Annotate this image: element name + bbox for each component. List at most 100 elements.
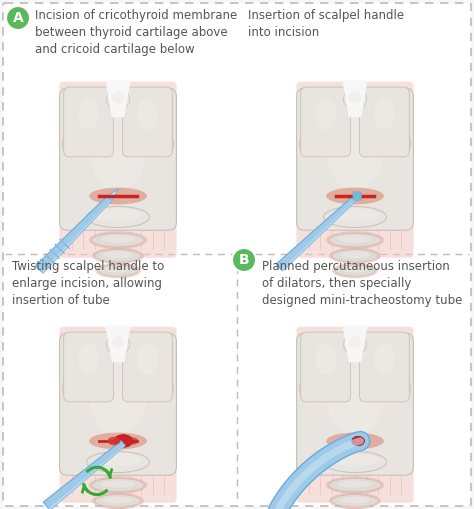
Ellipse shape (349, 336, 361, 349)
Polygon shape (342, 325, 368, 362)
Ellipse shape (338, 235, 372, 243)
FancyBboxPatch shape (64, 87, 113, 157)
Ellipse shape (352, 436, 365, 446)
Ellipse shape (89, 231, 147, 249)
Polygon shape (43, 441, 125, 509)
Ellipse shape (105, 266, 131, 273)
Ellipse shape (92, 233, 144, 247)
Ellipse shape (95, 263, 141, 278)
Ellipse shape (159, 377, 173, 400)
FancyBboxPatch shape (3, 3, 471, 506)
Ellipse shape (323, 207, 386, 228)
Polygon shape (281, 197, 359, 271)
Polygon shape (107, 189, 118, 201)
FancyBboxPatch shape (297, 333, 413, 475)
Polygon shape (276, 194, 359, 271)
FancyBboxPatch shape (301, 87, 350, 157)
Ellipse shape (326, 107, 384, 191)
Ellipse shape (92, 493, 144, 509)
Ellipse shape (78, 98, 99, 130)
Ellipse shape (103, 251, 133, 258)
Ellipse shape (114, 435, 133, 447)
FancyBboxPatch shape (60, 333, 176, 475)
Ellipse shape (331, 209, 379, 221)
Ellipse shape (338, 480, 372, 488)
FancyBboxPatch shape (359, 332, 410, 402)
FancyBboxPatch shape (122, 332, 173, 402)
Ellipse shape (332, 508, 378, 509)
Polygon shape (105, 325, 131, 362)
Ellipse shape (329, 478, 381, 492)
Ellipse shape (92, 247, 144, 264)
Ellipse shape (103, 496, 133, 503)
Ellipse shape (329, 247, 381, 264)
FancyBboxPatch shape (60, 88, 176, 230)
Ellipse shape (128, 437, 138, 445)
Ellipse shape (315, 98, 336, 130)
Ellipse shape (108, 437, 120, 445)
Ellipse shape (137, 344, 158, 375)
FancyBboxPatch shape (59, 82, 177, 258)
Polygon shape (105, 80, 131, 117)
Ellipse shape (396, 377, 410, 400)
Ellipse shape (344, 89, 366, 110)
Text: Twisting scalpel handle to
enlarge incision, allowing
insertion of tube: Twisting scalpel handle to enlarge incis… (12, 260, 164, 307)
Ellipse shape (374, 344, 395, 375)
Ellipse shape (101, 235, 135, 243)
Ellipse shape (396, 132, 410, 155)
Ellipse shape (332, 495, 378, 507)
Ellipse shape (340, 496, 370, 503)
Ellipse shape (137, 98, 158, 130)
Ellipse shape (315, 344, 336, 375)
Ellipse shape (332, 249, 378, 262)
Ellipse shape (329, 493, 381, 509)
Ellipse shape (78, 344, 99, 375)
Ellipse shape (95, 495, 141, 507)
Ellipse shape (101, 480, 135, 488)
Ellipse shape (89, 188, 147, 205)
FancyBboxPatch shape (59, 327, 177, 503)
Circle shape (6, 6, 30, 30)
FancyBboxPatch shape (296, 82, 414, 258)
FancyBboxPatch shape (296, 327, 414, 503)
Ellipse shape (374, 98, 395, 130)
Text: A: A (13, 11, 23, 25)
Ellipse shape (300, 132, 314, 155)
Ellipse shape (86, 451, 149, 472)
Ellipse shape (342, 266, 368, 273)
Ellipse shape (94, 454, 142, 466)
Ellipse shape (95, 249, 141, 262)
Text: B: B (239, 253, 249, 267)
Ellipse shape (326, 231, 384, 249)
Polygon shape (356, 193, 360, 198)
FancyBboxPatch shape (353, 192, 361, 200)
FancyBboxPatch shape (297, 88, 413, 230)
Ellipse shape (107, 334, 129, 355)
Ellipse shape (332, 263, 378, 278)
FancyBboxPatch shape (359, 87, 410, 157)
Ellipse shape (89, 107, 147, 191)
Ellipse shape (326, 188, 384, 205)
Ellipse shape (323, 451, 386, 472)
Ellipse shape (89, 433, 147, 449)
Polygon shape (42, 200, 112, 273)
FancyBboxPatch shape (64, 332, 113, 402)
Ellipse shape (63, 377, 77, 400)
Ellipse shape (92, 478, 144, 492)
Polygon shape (342, 80, 368, 117)
FancyBboxPatch shape (301, 332, 350, 402)
Ellipse shape (329, 233, 381, 247)
Ellipse shape (95, 508, 141, 509)
Ellipse shape (349, 91, 361, 104)
Ellipse shape (344, 334, 366, 355)
Text: Planned percutaneous insertion
of dilators, then specially
designed mini-tracheo: Planned percutaneous insertion of dilato… (262, 260, 462, 307)
Ellipse shape (326, 476, 384, 494)
Ellipse shape (340, 251, 370, 258)
Ellipse shape (89, 352, 147, 436)
Ellipse shape (112, 91, 124, 104)
Ellipse shape (107, 89, 129, 110)
Ellipse shape (63, 132, 77, 155)
Ellipse shape (159, 132, 173, 155)
Ellipse shape (112, 336, 124, 349)
Text: Incision of cricothyroid membrane
between thyroid cartilage above
and cricoid ca: Incision of cricothyroid membrane betwee… (35, 9, 237, 56)
